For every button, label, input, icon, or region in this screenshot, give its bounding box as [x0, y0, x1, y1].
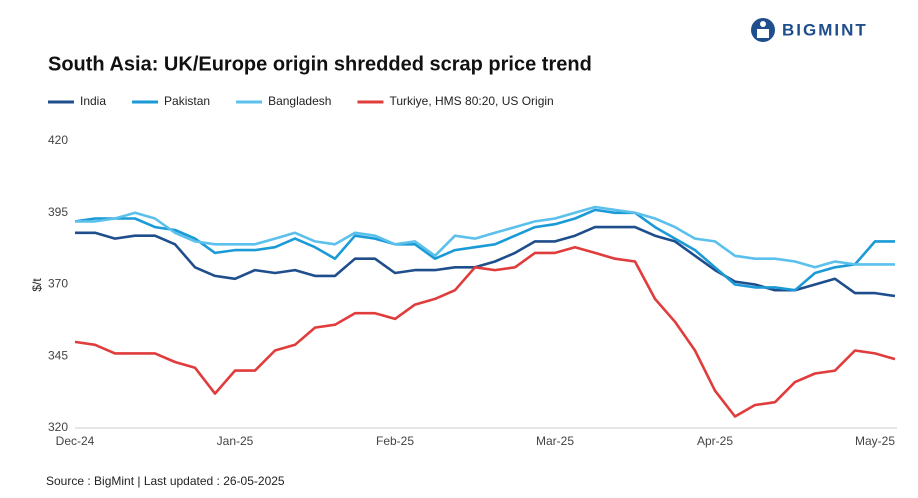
legend-label: Bangladesh [268, 94, 331, 108]
x-tick-label: May-25 [855, 434, 895, 448]
series-line [74, 208, 895, 292]
x-tick-label: Feb-25 [376, 434, 414, 448]
series-line [74, 245, 896, 418]
series-line [75, 205, 895, 269]
legend-label: Pakistan [164, 94, 210, 108]
y-tick-label: 395 [48, 205, 68, 219]
y-tick-label: 345 [48, 348, 68, 362]
y-tick-label: 320 [48, 420, 68, 434]
logo-text: BIGMINT [782, 20, 868, 39]
legend: India Pakistan Bangladesh Turkiye, HMS 80:2… [48, 94, 554, 108]
series-line [75, 225, 896, 298]
legend-label: Turkiye, HMS 80:20, US Origin [389, 94, 553, 108]
x-tick-label: Dec-24 [56, 434, 95, 448]
x-tick-label: Apr-25 [697, 434, 733, 448]
chart-title: South Asia: UK/Europe origin shredded sc… [48, 53, 592, 75]
source-note: Source : BigMint | Last updated : 26-05-… [46, 474, 285, 488]
logo-icon-head [760, 21, 766, 27]
x-tick-label: Mar-25 [536, 434, 574, 448]
legend-label: India [80, 94, 106, 108]
x-tick-label: Jan-25 [217, 434, 254, 448]
y-tick-label: 370 [48, 277, 68, 291]
logo: BIGMINT [751, 18, 868, 42]
logo-icon-body [757, 29, 769, 38]
y-tick-label: 420 [48, 133, 68, 147]
y-axis-label: $/t [30, 278, 44, 292]
